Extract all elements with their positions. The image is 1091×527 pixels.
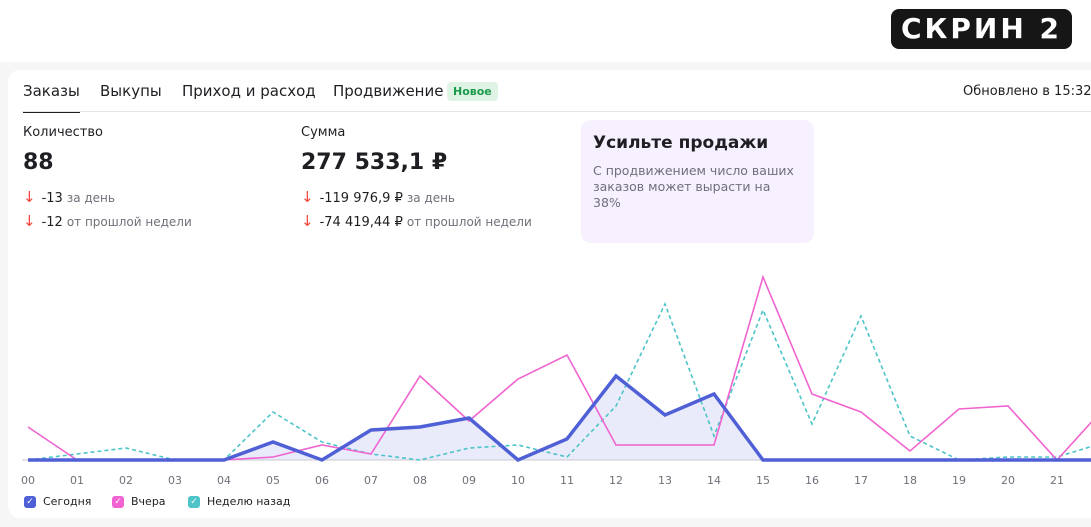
checkbox-icon[interactable]: ✓ <box>112 495 124 508</box>
count-label: Количество <box>23 125 103 140</box>
count-delta-day: ↓ -13 за день <box>23 188 115 206</box>
x-tick-label: 09 <box>462 474 476 487</box>
sum-delta-day: ↓ -119 976,9 ₽ за день <box>301 188 455 206</box>
legend-item-today[interactable]: ✓ Сегодня <box>24 495 91 508</box>
series-line-yesterday <box>27 274 1091 462</box>
delta-value: -12 <box>41 215 63 230</box>
x-tick-label: 17 <box>854 474 868 487</box>
delta-caption: от прошлой недели <box>406 215 532 229</box>
series-line-today <box>28 373 1091 463</box>
x-tick-label: 11 <box>560 474 574 487</box>
tabs-divider <box>22 111 1091 112</box>
x-tick-label: 03 <box>168 474 182 487</box>
x-tick-label: 05 <box>266 474 280 487</box>
legend-label: Вчера <box>131 495 166 508</box>
x-tick-label: 16 <box>805 474 819 487</box>
delta-value: -119 976,9 ₽ <box>319 191 403 206</box>
legend-item-yesterday[interactable]: ✓ Вчера <box>112 495 166 508</box>
delta-value: -74 419,44 ₽ <box>319 215 403 230</box>
sum-delta-week: ↓ -74 419,44 ₽ от прошлой недели <box>301 212 532 230</box>
tab-buyouts[interactable]: Выкупы <box>100 82 162 100</box>
legend-label: Сегодня <box>43 495 92 508</box>
x-tick-label: 20 <box>1001 474 1015 487</box>
x-tick-label: 08 <box>413 474 427 487</box>
count-delta-week: ↓ -12 от прошлой недели <box>23 212 192 230</box>
arrow-down-icon: ↓ <box>301 212 314 230</box>
new-badge: Новое <box>447 82 498 101</box>
orders-card: Заказы Выкупы Приход и расход Продвижени… <box>8 70 1091 518</box>
x-tick-label: 21 <box>1050 474 1064 487</box>
series-line-week-ago <box>27 301 1091 461</box>
promo-title: Усильте продажи <box>593 133 769 153</box>
x-tick-label: 13 <box>658 474 672 487</box>
count-value: 88 <box>23 150 54 175</box>
x-tick-label: 04 <box>217 474 231 487</box>
delta-caption: от прошлой недели <box>66 215 192 229</box>
delta-value: -13 <box>41 191 63 206</box>
legend-label: Неделю назад <box>207 495 291 508</box>
tab-income-expense[interactable]: Приход и расход <box>182 82 316 100</box>
delta-caption: за день <box>406 191 455 205</box>
arrow-down-icon: ↓ <box>23 212 36 230</box>
x-tick-label: 19 <box>952 474 966 487</box>
delta-caption: за день <box>66 191 115 205</box>
legend-item-week-ago[interactable]: ✓ Неделю назад <box>188 495 290 508</box>
x-tick-label: 00 <box>21 474 35 487</box>
tabs-bar: Заказы Выкупы Приход и расход Продвижени… <box>8 70 1091 113</box>
x-tick-label: 10 <box>511 474 525 487</box>
x-tick-label: 01 <box>70 474 84 487</box>
promo-card[interactable]: Усильте продажи С продвижением число ваш… <box>581 120 814 243</box>
tab-orders[interactable]: Заказы <box>23 82 80 113</box>
updated-time: Обновлено в 15:32 <box>963 84 1091 99</box>
screenshot-badge: СКРИН 2 <box>891 9 1072 49</box>
tab-promotion[interactable]: Продвижение <box>333 82 444 100</box>
x-tick-label: 18 <box>903 474 917 487</box>
arrow-down-icon: ↓ <box>301 188 314 206</box>
x-tick-label: 15 <box>756 474 770 487</box>
x-tick-label: 12 <box>609 474 623 487</box>
arrow-down-icon: ↓ <box>23 188 36 206</box>
sum-label: Сумма <box>301 125 346 140</box>
x-tick-label: 14 <box>707 474 721 487</box>
sum-value: 277 533,1 ₽ <box>301 150 448 175</box>
x-tick-label: 07 <box>364 474 378 487</box>
checkbox-icon[interactable]: ✓ <box>188 495 200 508</box>
x-tick-label: 02 <box>119 474 133 487</box>
checkbox-icon[interactable]: ✓ <box>24 495 36 508</box>
promo-text: С продвижением число ваших заказов может… <box>593 163 794 210</box>
x-tick-label: 06 <box>315 474 329 487</box>
